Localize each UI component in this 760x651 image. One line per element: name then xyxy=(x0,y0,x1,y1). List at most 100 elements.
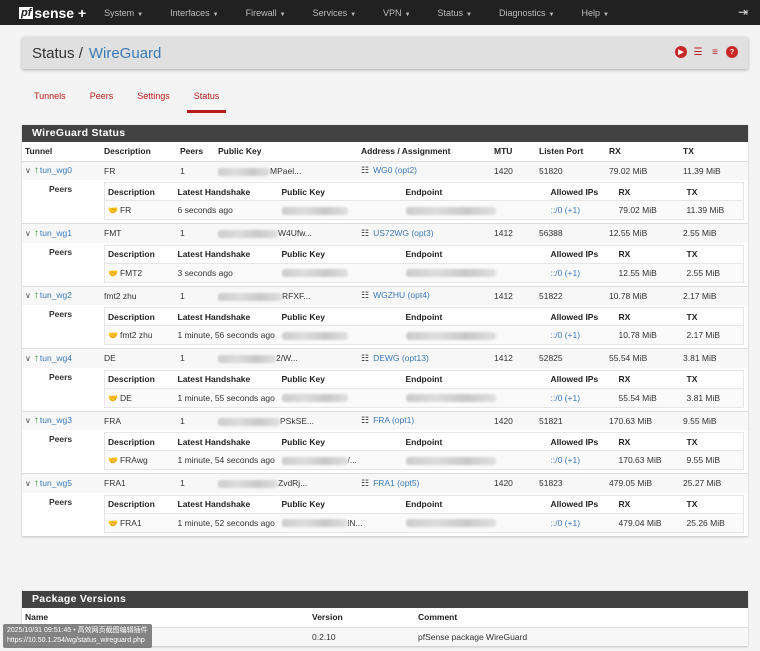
tunnel-description: FMT xyxy=(101,223,177,243)
chevron-down-icon[interactable]: ∨ xyxy=(25,166,31,176)
peer-public-key: lN... xyxy=(347,517,363,528)
assignment-link[interactable]: WG0 (opt2) xyxy=(373,165,418,176)
handshake-icon: 🤝 xyxy=(108,331,118,340)
chevron-down-icon[interactable]: ∨ xyxy=(25,416,31,426)
nav-interfaces[interactable]: Interfaces ▼ xyxy=(170,7,219,18)
caret-down-icon: ▼ xyxy=(404,11,411,18)
play-circle-icon[interactable]: ▶ xyxy=(675,46,687,58)
tunnel-link[interactable]: tun_wg0 xyxy=(39,165,72,176)
assignment-link[interactable]: DEWG (opt13) xyxy=(373,352,429,363)
peers-section-row: Peers Description Latest Handshake Public K… xyxy=(22,180,748,224)
log-icon[interactable]: ≡ xyxy=(712,46,718,58)
peer-col-latest-handshake: Latest Handshake xyxy=(174,307,279,326)
peer-allowed-ips[interactable]: ::/0 (+1) xyxy=(547,513,616,532)
peer-tx: 25.26 MiB xyxy=(683,513,744,532)
redacted-endpoint xyxy=(405,269,496,278)
tunnel-row: ∨ ↑tun_wg0 FR 1 MPael... ☷ WG0 (opt2) 1420 51820… xyxy=(22,160,748,180)
caret-down-icon: ▼ xyxy=(548,11,555,18)
tunnel-peer-count: 1 xyxy=(177,223,215,243)
logout-icon[interactable]: ⇥ xyxy=(737,5,748,19)
panel-title: WireGuard Status xyxy=(22,125,748,142)
assignment-link[interactable]: FRA (opt1) xyxy=(373,415,415,426)
tab-settings[interactable]: Settings xyxy=(137,91,170,101)
assignment-link[interactable]: US72WG (opt3) xyxy=(373,227,434,238)
sitemap-icon: ☷ xyxy=(361,415,370,426)
peer-col-latest-handshake: Latest Handshake xyxy=(174,245,279,264)
peer-allowed-ips[interactable]: ::/0 (+1) xyxy=(547,200,616,220)
tunnel-link[interactable]: tun_wg4 xyxy=(39,352,72,363)
breadcrumb-wireguard-link[interactable]: WireGuard xyxy=(88,44,162,62)
peers-section-row: Peers Description Latest Handshake Public K… xyxy=(22,368,748,412)
chevron-down-icon[interactable]: ∨ xyxy=(25,353,31,363)
tunnel-up-icon: ↑ xyxy=(33,227,39,239)
peer-allowed-ips[interactable]: ::/0 (+1) xyxy=(547,325,616,345)
nav-system[interactable]: System ▼ xyxy=(104,7,144,18)
nav-vpn[interactable]: VPN ▼ xyxy=(383,7,411,18)
tunnel-tx: 9.55 MiB xyxy=(680,410,748,430)
peers-section-row: Peers Description Latest Handshake Public K… xyxy=(22,493,748,536)
sliders-icon[interactable]: ☰ xyxy=(693,46,703,58)
peer-handshake: 1 minute, 55 seconds ago xyxy=(174,388,279,407)
redacted-key xyxy=(218,417,280,426)
tunnel-link[interactable]: tun_wg5 xyxy=(39,477,72,488)
sitemap-icon: ☷ xyxy=(361,227,370,238)
tab-tunnels[interactable]: Tunnels xyxy=(34,91,66,101)
tunnel-public-key: PSkSE... xyxy=(280,415,315,426)
nav-firewall[interactable]: Firewall ▼ xyxy=(245,7,286,18)
tunnel-link[interactable]: tun_wg2 xyxy=(39,290,72,301)
tunnel-peer-count: 1 xyxy=(177,348,215,368)
panel-title: Package Versions xyxy=(22,591,748,608)
redacted-key xyxy=(218,480,278,488)
tunnel-mtu: 1420 xyxy=(491,160,536,180)
tunnel-peer-count: 1 xyxy=(177,285,215,305)
nav-help[interactable]: Help ▼ xyxy=(581,7,609,18)
peer-allowed-ips[interactable]: ::/0 (+1) xyxy=(547,450,616,470)
peer-col-public-key: Public Key xyxy=(278,495,403,514)
tunnel-description: DE xyxy=(101,348,177,368)
tunnel-peer-count: 1 xyxy=(177,410,215,430)
nav-diagnostics[interactable]: Diagnostics ▼ xyxy=(498,7,555,18)
peer-col-description: Description xyxy=(104,495,175,514)
peers-label: Peers xyxy=(49,434,73,444)
peer-col-rx: RX xyxy=(615,432,684,451)
pfsense-logo[interactable]: pf sense + xyxy=(19,4,87,21)
col-tx: TX xyxy=(680,142,748,162)
peer-allowed-ips[interactable]: ::/0 (+1) xyxy=(547,388,616,407)
help-icon[interactable]: ? xyxy=(726,46,738,58)
tunnel-rx: 10.78 MiB xyxy=(606,285,680,305)
col-version: Version xyxy=(309,608,415,628)
nav-status[interactable]: Status ▼ xyxy=(437,7,472,18)
chevron-down-icon[interactable]: ∨ xyxy=(25,291,31,301)
redacted-endpoint xyxy=(405,394,496,403)
peer-allowed-ips[interactable]: ::/0 (+1) xyxy=(547,263,616,282)
nav-services[interactable]: Services ▼ xyxy=(312,7,357,18)
redacted-key xyxy=(218,292,282,301)
handshake-icon: 🤝 xyxy=(108,393,118,403)
chevron-down-icon[interactable]: ∨ xyxy=(25,228,31,238)
tab-status[interactable]: Status xyxy=(182,86,232,113)
tunnel-link[interactable]: tun_wg3 xyxy=(39,415,72,426)
peer-col-description: Description xyxy=(104,245,175,264)
peer-handshake: 1 minute, 54 seconds ago xyxy=(174,450,279,470)
redacted-key xyxy=(281,206,348,215)
peer-row: 🤝 fmt2 zhu 1 minute, 56 seconds ago::/0 (+… xyxy=(104,325,744,345)
caret-down-icon: ▼ xyxy=(137,11,144,18)
tunnel-tx: 2.17 MiB xyxy=(680,285,748,305)
assignment-link[interactable]: WGZHU (opt4) xyxy=(373,290,430,301)
peer-col-endpoint: Endpoint xyxy=(402,307,548,326)
peer-row: 🤝 FRAwg 1 minute, 54 seconds ago /...::/0 (… xyxy=(104,450,744,470)
tab-peers[interactable]: Peers xyxy=(89,91,114,101)
tunnel-up-icon: ↑ xyxy=(33,165,39,177)
col-description: Description xyxy=(101,142,177,162)
screenshot-tooltip: 2025/10/31 09:51:45 • 高效网页截图编辑插件 https:/… xyxy=(3,624,152,648)
peer-col-tx: TX xyxy=(683,182,744,201)
assignment-link[interactable]: FRA1 (opt5) xyxy=(373,477,420,488)
tunnel-tx: 2.55 MiB xyxy=(680,223,748,243)
tunnel-up-icon: ↑ xyxy=(33,290,39,302)
chevron-down-icon[interactable]: ∨ xyxy=(25,478,31,488)
tunnel-link[interactable]: tun_wg1 xyxy=(39,227,72,238)
breadcrumb-status: Status / xyxy=(32,44,83,62)
tunnel-rx: 479.05 MiB xyxy=(606,473,680,493)
col-mtu: MTU xyxy=(491,142,536,162)
redacted-endpoint xyxy=(405,519,496,528)
